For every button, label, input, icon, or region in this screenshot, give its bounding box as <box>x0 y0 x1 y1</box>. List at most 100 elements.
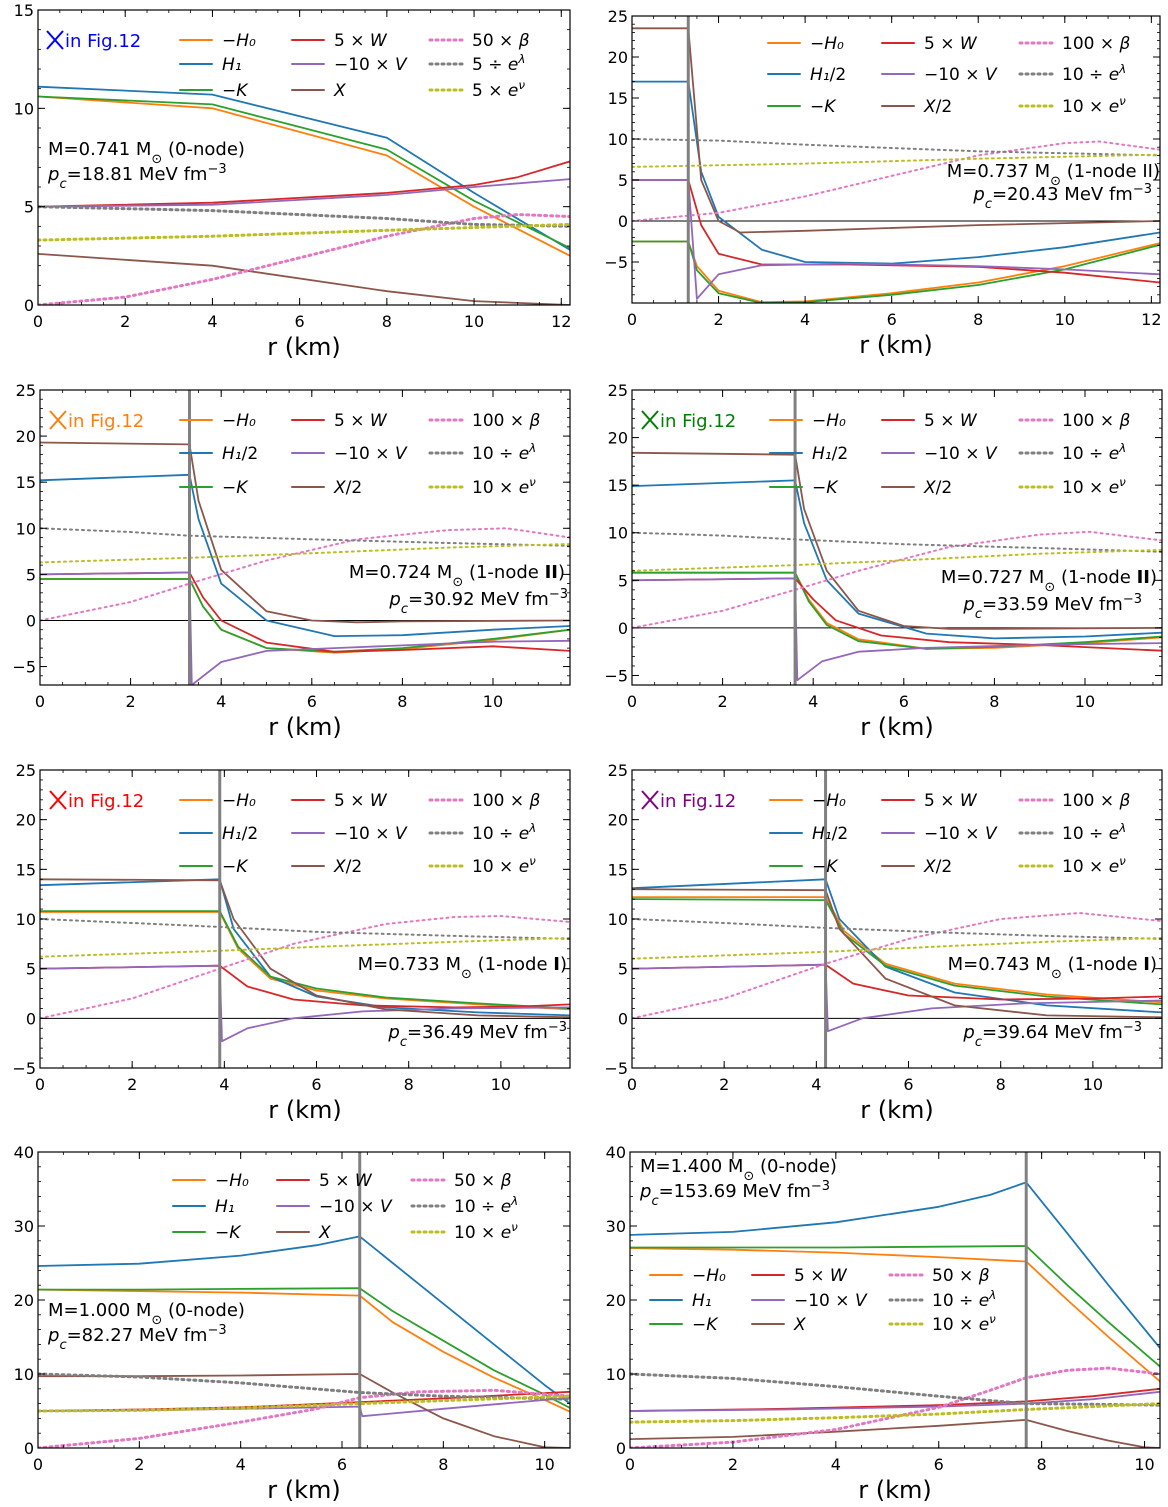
series-line-3 <box>40 578 570 653</box>
y-tick-label: 30 <box>606 1217 626 1236</box>
x-tick-label: 2 <box>120 312 130 331</box>
series-line-2 <box>630 1181 1160 1349</box>
y-tick-label: 25 <box>16 761 36 780</box>
legend-label: 5 × W <box>924 791 978 811</box>
x-tick-label: 2 <box>127 1075 137 1094</box>
series-line-9 <box>40 543 570 564</box>
x-tick-label: 0 <box>33 312 43 331</box>
pressure-label: pc=82.27 MeV fm−3 <box>47 1323 227 1353</box>
series-line-3 <box>38 95 570 249</box>
legend-label: 10 ÷ eλ <box>932 1288 996 1311</box>
series-line-9 <box>632 153 1160 168</box>
x-tick-label: 0 <box>33 1455 43 1474</box>
series-line-5 <box>38 178 570 208</box>
legend-label: −H₀ <box>222 411 256 431</box>
x-tick-label: 6 <box>903 1075 913 1094</box>
y-tick-label: 40 <box>606 1143 626 1162</box>
x-tick-label: 2 <box>134 1455 144 1474</box>
x-tick-label: 6 <box>311 1075 321 1094</box>
y-tick-label: 15 <box>608 476 628 495</box>
legend-label: −K <box>215 1223 242 1243</box>
x-tick-label: 8 <box>438 1455 448 1474</box>
y-tick-label: 10 <box>14 99 34 118</box>
series-line-5 <box>630 1390 1160 1412</box>
x-tick-label: 2 <box>728 1455 738 1474</box>
legend-label: 10 ÷ eλ <box>1062 62 1126 85</box>
y-tick-label: 0 <box>618 212 628 231</box>
series-line-2 <box>38 1235 570 1405</box>
x-tick-label: 8 <box>1037 1455 1047 1474</box>
x-axis-label: r (km) <box>267 333 341 361</box>
y-tick-label: 5 <box>26 565 36 584</box>
x-tick-label: 4 <box>236 1455 246 1474</box>
legend-label: 100 × β <box>472 791 541 811</box>
legend-label: X <box>333 81 346 101</box>
y-tick-label: 40 <box>14 1143 34 1162</box>
series-line-7 <box>632 140 1160 222</box>
x-tick-label: 12 <box>551 312 571 331</box>
y-tick-label: 0 <box>618 1009 628 1028</box>
legend-label: 10 × eν <box>932 1312 996 1335</box>
x-axis-label: r (km) <box>859 331 933 359</box>
plot-frame <box>37 9 571 306</box>
legend-label: 5 × eν <box>472 78 525 101</box>
series-line-8 <box>632 531 1162 553</box>
fig12-marker-text: in Fig.12 <box>65 31 141 52</box>
y-tick-label: 20 <box>608 48 628 67</box>
x-tick-label: 0 <box>627 1075 637 1094</box>
series-line-8 <box>40 527 570 547</box>
series-line-6 <box>632 451 1162 630</box>
x-tick-label: 6 <box>887 310 897 329</box>
x-axis-label: r (km) <box>860 1096 934 1124</box>
annotation: M=1.000 M⊙ (0-node)pc=82.27 MeV fm−3 <box>47 1300 245 1353</box>
legend-label: −H₀ <box>215 1171 249 1191</box>
plot-frame <box>631 15 1161 304</box>
y-tick-label: 5 <box>26 960 36 979</box>
fig12-marker-text: in Fig.12 <box>68 791 144 812</box>
legend-label: 10 ÷ eλ <box>1062 821 1126 844</box>
series-line-8 <box>632 918 1162 940</box>
y-tick-label: 20 <box>16 427 36 446</box>
series-line-9 <box>38 1394 570 1413</box>
x-tick-label: 0 <box>625 1455 635 1474</box>
y-tick-label: 10 <box>14 1365 34 1384</box>
y-tick-label: 20 <box>14 1291 34 1310</box>
legend-label: −10 × V <box>334 55 408 75</box>
legend-label: 5 × W <box>334 791 388 811</box>
y-tick-label: 10 <box>608 524 628 543</box>
legend-label: H₁/2 <box>222 444 258 464</box>
legend-label: −10 × V <box>924 824 998 844</box>
series-line-9 <box>632 548 1162 572</box>
series-line-3 <box>630 1245 1160 1368</box>
series-line-7 <box>40 915 570 1020</box>
x-tick-label: 10 <box>464 312 484 331</box>
x-tick-label: 4 <box>800 310 810 329</box>
series-line-7 <box>38 1388 570 1448</box>
fig12-marker: in Fig.12 <box>641 790 736 812</box>
y-tick-label: −5 <box>604 666 628 685</box>
series-line-3 <box>632 898 1162 1006</box>
series-line-2 <box>40 473 570 637</box>
x-tick-label: 10 <box>491 1075 511 1094</box>
x-tick-label: 2 <box>126 692 136 711</box>
legend-label: −10 × V <box>334 444 408 464</box>
fig12-marker-text: in Fig.12 <box>660 791 736 812</box>
mass-label: M=0.733 M⊙ (1-node I) <box>358 954 567 982</box>
series-line-2 <box>38 85 570 251</box>
series-line-2 <box>632 479 1162 640</box>
legend-label: −10 × V <box>924 65 998 85</box>
x-tick-label: 8 <box>989 692 999 711</box>
series-line-8 <box>632 138 1160 157</box>
legend-label: −H₀ <box>222 31 256 51</box>
x-axis-label: r (km) <box>267 1476 341 1504</box>
legend-label: 100 × β <box>1062 34 1131 54</box>
series-line-9 <box>38 222 570 242</box>
mass-label: M=0.724 M⊙ (1-node II) <box>349 562 565 590</box>
legend-label: X/2 <box>333 857 362 877</box>
x-tick-label: 10 <box>483 692 503 711</box>
legend-label: X/2 <box>923 97 952 117</box>
y-tick-label: 5 <box>618 960 628 979</box>
